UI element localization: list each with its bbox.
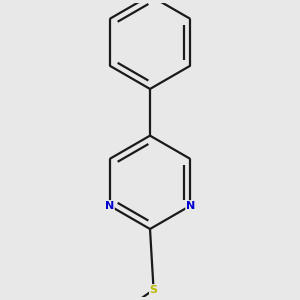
Text: S: S [150, 285, 158, 295]
Text: N: N [105, 201, 114, 211]
Text: N: N [186, 201, 195, 211]
